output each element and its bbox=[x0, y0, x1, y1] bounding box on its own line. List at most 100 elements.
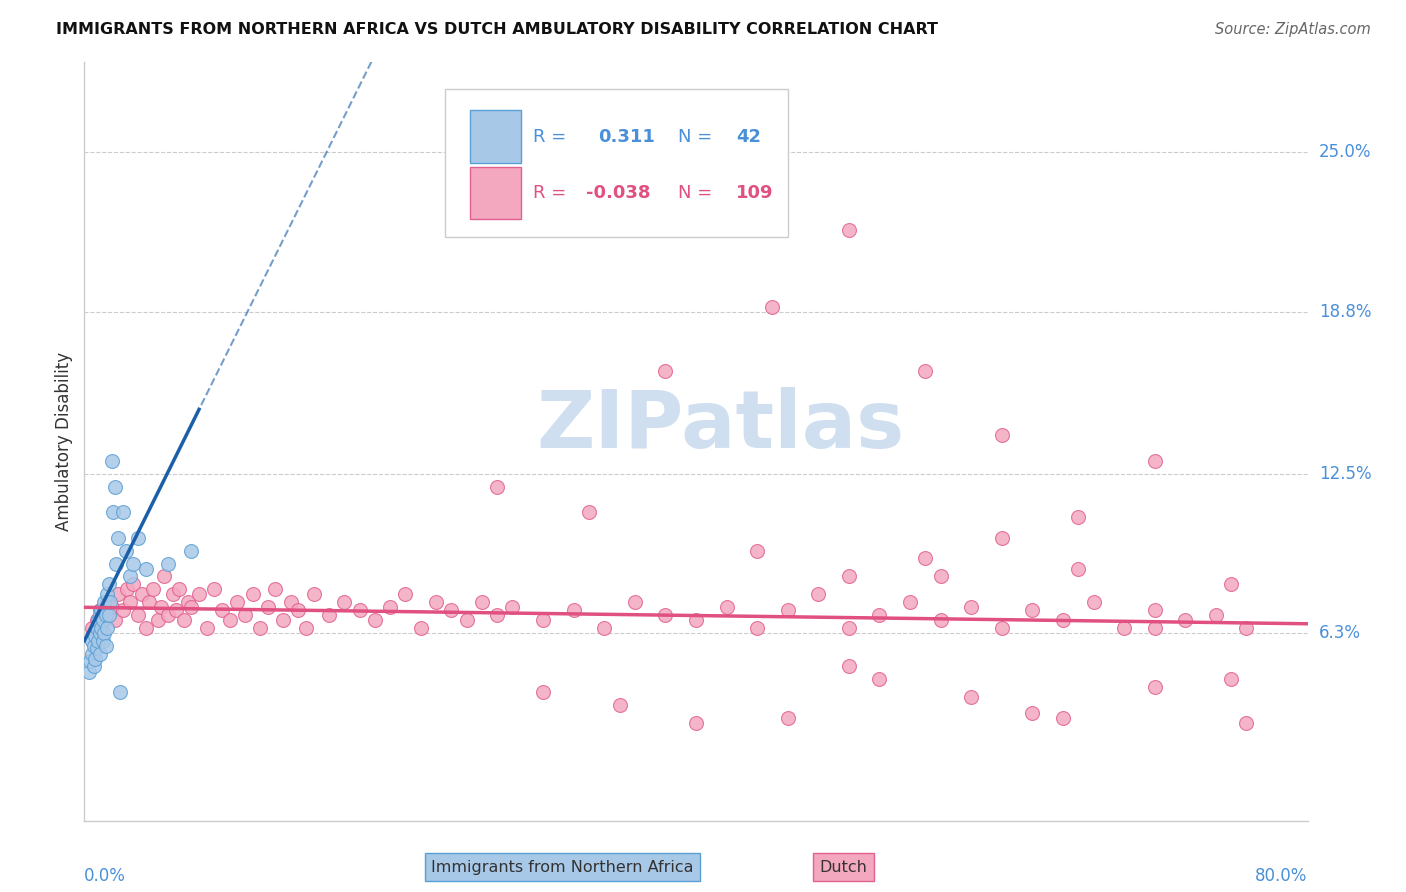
Point bbox=[440, 603, 463, 617]
Point bbox=[1067, 510, 1090, 524]
Point bbox=[1021, 603, 1043, 617]
Point bbox=[91, 613, 114, 627]
Point bbox=[84, 651, 107, 665]
Point bbox=[1083, 595, 1105, 609]
Point bbox=[1143, 454, 1166, 468]
Point bbox=[233, 607, 256, 622]
Point bbox=[91, 607, 114, 622]
Point bbox=[1236, 621, 1258, 635]
Point bbox=[425, 595, 447, 609]
Point bbox=[142, 582, 165, 597]
Point bbox=[761, 300, 783, 314]
Point bbox=[115, 582, 138, 597]
FancyBboxPatch shape bbox=[446, 89, 787, 236]
Point bbox=[80, 621, 103, 635]
Point bbox=[167, 582, 190, 597]
Point bbox=[86, 621, 108, 635]
Text: Source: ZipAtlas.com: Source: ZipAtlas.com bbox=[1215, 22, 1371, 37]
Point bbox=[578, 505, 600, 519]
Point bbox=[960, 600, 983, 615]
Point bbox=[84, 629, 107, 643]
Point bbox=[120, 595, 142, 609]
Text: IMMIGRANTS FROM NORTHERN AFRICA VS DUTCH AMBULATORY DISABILITY CORRELATION CHART: IMMIGRANTS FROM NORTHERN AFRICA VS DUTCH… bbox=[56, 22, 938, 37]
Point bbox=[685, 613, 707, 627]
Point bbox=[838, 222, 860, 236]
Point bbox=[249, 621, 271, 635]
Point bbox=[226, 595, 249, 609]
Point bbox=[593, 621, 616, 635]
Point bbox=[838, 569, 860, 583]
Point bbox=[101, 600, 124, 615]
Point bbox=[869, 607, 891, 622]
Point bbox=[97, 577, 120, 591]
Point bbox=[380, 600, 402, 615]
Point bbox=[1205, 607, 1227, 622]
Text: 80.0%: 80.0% bbox=[1256, 867, 1308, 885]
Point bbox=[165, 603, 187, 617]
Point bbox=[86, 613, 108, 627]
Point bbox=[135, 562, 157, 576]
Point bbox=[838, 659, 860, 673]
Text: ZIPatlas: ZIPatlas bbox=[536, 387, 904, 466]
Point bbox=[188, 587, 211, 601]
Point bbox=[394, 587, 416, 601]
Point bbox=[120, 569, 142, 583]
Point bbox=[107, 531, 129, 545]
Point bbox=[1143, 680, 1166, 694]
Point bbox=[257, 600, 280, 615]
Point bbox=[654, 364, 676, 378]
Point bbox=[624, 595, 647, 609]
Point bbox=[105, 557, 128, 571]
Point bbox=[94, 607, 117, 622]
Point bbox=[104, 613, 127, 627]
Point bbox=[471, 595, 494, 609]
Point bbox=[111, 603, 134, 617]
Point bbox=[83, 659, 105, 673]
Y-axis label: Ambulatory Disability: Ambulatory Disability bbox=[55, 352, 73, 531]
Point bbox=[173, 613, 195, 627]
Point bbox=[914, 551, 936, 566]
Point bbox=[90, 603, 112, 617]
Point bbox=[93, 626, 115, 640]
Point bbox=[685, 716, 707, 731]
Point bbox=[409, 621, 432, 635]
Point bbox=[98, 595, 121, 609]
Point bbox=[1021, 706, 1043, 720]
Point bbox=[349, 603, 371, 617]
Text: 0.311: 0.311 bbox=[598, 128, 655, 145]
Point bbox=[264, 582, 287, 597]
Point bbox=[127, 531, 149, 545]
Point bbox=[364, 613, 387, 627]
Point bbox=[131, 587, 153, 601]
Text: 42: 42 bbox=[737, 128, 761, 145]
Point bbox=[153, 569, 176, 583]
Point bbox=[1114, 621, 1136, 635]
Point bbox=[914, 364, 936, 378]
Point bbox=[716, 600, 738, 615]
Point bbox=[77, 665, 100, 679]
Point bbox=[609, 698, 631, 712]
Point bbox=[135, 621, 157, 635]
Point bbox=[333, 595, 356, 609]
Point bbox=[960, 690, 983, 705]
Point bbox=[86, 641, 108, 656]
Text: 12.5%: 12.5% bbox=[1319, 465, 1371, 483]
Point bbox=[108, 685, 131, 699]
Point bbox=[101, 454, 124, 468]
Point bbox=[1236, 716, 1258, 731]
Point bbox=[180, 600, 202, 615]
Point bbox=[1143, 603, 1166, 617]
Point bbox=[271, 613, 294, 627]
Text: -0.038: -0.038 bbox=[586, 184, 651, 202]
Point bbox=[162, 587, 184, 601]
Point bbox=[114, 543, 136, 558]
Point bbox=[195, 621, 218, 635]
Text: R =: R = bbox=[533, 128, 567, 145]
Text: Dutch: Dutch bbox=[820, 860, 868, 874]
Point bbox=[456, 613, 478, 627]
Point bbox=[1052, 613, 1074, 627]
Point bbox=[157, 607, 180, 622]
Point bbox=[486, 479, 509, 493]
Point bbox=[90, 621, 112, 635]
Text: N =: N = bbox=[678, 184, 711, 202]
